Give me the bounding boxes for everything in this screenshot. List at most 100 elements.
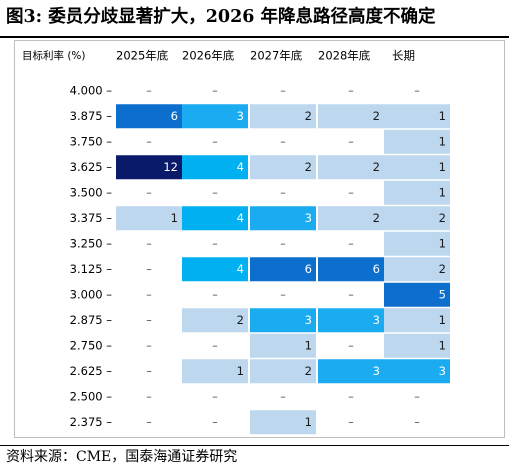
cell-value: 2 (305, 109, 312, 123)
empty-cell-marker: – (146, 415, 152, 428)
cell-value: 2 (373, 109, 380, 123)
heatmap-cell (318, 155, 384, 180)
row-label: 3.750 – (70, 134, 113, 148)
heatmap-cell (182, 155, 248, 180)
heatmap-cell (384, 206, 450, 231)
cell-value: 3 (373, 364, 380, 378)
heatmap-cell (384, 155, 450, 180)
cell-value: 12 (163, 160, 178, 174)
heatmap-cell (182, 206, 248, 231)
empty-cell-marker: – (280, 84, 286, 97)
empty-cell-marker: – (348, 339, 354, 352)
empty-cell-marker: – (348, 237, 354, 250)
column-header: 2025年底 (116, 49, 169, 63)
corner-label: 目标利率 (%) (22, 49, 86, 62)
empty-cell-marker: – (212, 415, 218, 428)
heatmap-cell (250, 206, 316, 231)
heatmap-cell (384, 180, 450, 205)
empty-cell-marker: – (414, 415, 420, 428)
empty-cell-marker: – (280, 390, 286, 403)
cell-value: 1 (439, 109, 446, 123)
row-label: 2.375 – (70, 415, 113, 429)
heatmap-cell (250, 104, 316, 129)
row-label: 2.750 – (70, 338, 113, 352)
bottom-rule (0, 445, 509, 446)
row-label: 3.250 – (70, 236, 113, 250)
cell-value: 1 (171, 211, 178, 225)
cell-value: 2 (373, 211, 380, 225)
heatmap-cell (182, 308, 248, 333)
heatmap-cell (250, 333, 316, 358)
cell-value: 4 (237, 211, 244, 225)
heatmap-cell (116, 155, 182, 180)
column-header: 2028年底 (318, 49, 371, 63)
row-label: 3.875 – (70, 109, 113, 123)
cell-value: 3 (373, 313, 380, 327)
empty-cell-marker: – (146, 339, 152, 352)
row-label: 2.500 – (70, 389, 113, 403)
heatmap-cell (116, 104, 182, 129)
plot-frame (14, 40, 505, 438)
empty-cell-marker: – (146, 390, 152, 403)
heatmap-cell (182, 359, 248, 384)
empty-cell-marker: – (212, 237, 218, 250)
cell-value: 2 (305, 160, 312, 174)
empty-cell-marker: – (280, 186, 286, 199)
cell-value: 1 (305, 415, 312, 429)
cell-value: 2 (439, 262, 446, 276)
empty-cell-marker: – (146, 186, 152, 199)
row-label: 3.125 – (70, 262, 113, 276)
empty-cell-marker: – (212, 288, 218, 301)
empty-cell-marker: – (146, 237, 152, 250)
row-label: 2.875 – (70, 313, 113, 327)
cell-value: 1 (439, 338, 446, 352)
row-label: 3.500 – (70, 185, 113, 199)
heatmap-cell (318, 308, 384, 333)
heatmap-cell (384, 104, 450, 129)
row-label: 3.375 – (70, 211, 113, 225)
cell-value: 6 (171, 109, 178, 123)
heatmap-cell (384, 282, 450, 307)
cell-value: 4 (237, 262, 244, 276)
heatmap-cell (384, 231, 450, 256)
empty-cell-marker: – (212, 135, 218, 148)
empty-cell-marker: – (146, 313, 152, 326)
cell-value: 1 (439, 134, 446, 148)
heatmap-cell (250, 155, 316, 180)
cell-value: 2 (237, 313, 244, 327)
cell-value: 3 (237, 109, 244, 123)
cell-value: 6 (373, 262, 380, 276)
cell-value: 3 (305, 211, 312, 225)
cell-value: 1 (439, 185, 446, 199)
empty-cell-marker: – (348, 390, 354, 403)
cell-value: 3 (439, 364, 446, 378)
empty-cell-marker: – (212, 390, 218, 403)
cell-value: 5 (439, 287, 446, 301)
heatmap-cell (384, 308, 450, 333)
empty-cell-marker: – (146, 135, 152, 148)
heatmap-cell (250, 410, 316, 435)
empty-cell-marker: – (280, 237, 286, 250)
empty-cell-marker: – (212, 339, 218, 352)
empty-cell-marker: – (414, 84, 420, 97)
figure-title: 图3: 委员分歧显著扩大，2026 年降息路径高度不确定 (6, 7, 436, 27)
heatmap-cell (250, 308, 316, 333)
cell-value: 1 (439, 313, 446, 327)
empty-cell-marker: – (280, 135, 286, 148)
cell-value: 6 (305, 262, 312, 276)
cell-value: 1 (305, 338, 312, 352)
heatmap-cell (116, 206, 182, 231)
heatmap-cell (250, 359, 316, 384)
column-header: 2026年底 (182, 49, 235, 63)
cell-value: 3 (305, 313, 312, 327)
heatmap-cell (384, 359, 450, 384)
column-header: 长期 (392, 49, 415, 63)
empty-cell-marker: – (146, 262, 152, 275)
heatmap-cell (250, 257, 316, 282)
heatmap-cell (182, 104, 248, 129)
heatmap-cell (318, 359, 384, 384)
dot-plot-heatmap: 目标利率 (%) 2025年底 2026年底 2027年底 2028年底 长期 4.000 … (14, 40, 505, 438)
row-label: 4.000 – (70, 83, 113, 97)
heatmap-cell (318, 257, 384, 282)
column-header: 2027年底 (250, 49, 303, 63)
